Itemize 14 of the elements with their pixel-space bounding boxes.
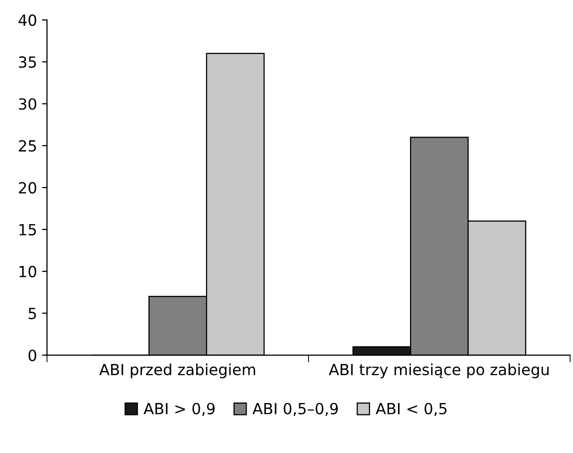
y-tick-label: 25 [18, 140, 36, 152]
y-tick-label: 0 [28, 350, 36, 362]
y-tick-label: 35 [18, 56, 36, 68]
y-tick-label: 40 [18, 14, 36, 26]
y-tick-label: 20 [18, 182, 36, 194]
legend-label: ABI > 0,9 [144, 402, 215, 416]
y-tick-label: 30 [18, 98, 36, 110]
y-tick-label: 10 [20, 266, 36, 278]
legend-label: ABI < 0,5 [376, 402, 447, 416]
legend-label: ABI 0,5–0,9 [252, 402, 338, 416]
x-tick-label: ABI przed zabiegiem [99, 363, 256, 378]
y-tick-label: 15 [20, 224, 36, 236]
y-tick-label: 5 [28, 308, 36, 320]
x-tick-label: ABI trzy miesiące po zabiegu [328, 363, 549, 378]
